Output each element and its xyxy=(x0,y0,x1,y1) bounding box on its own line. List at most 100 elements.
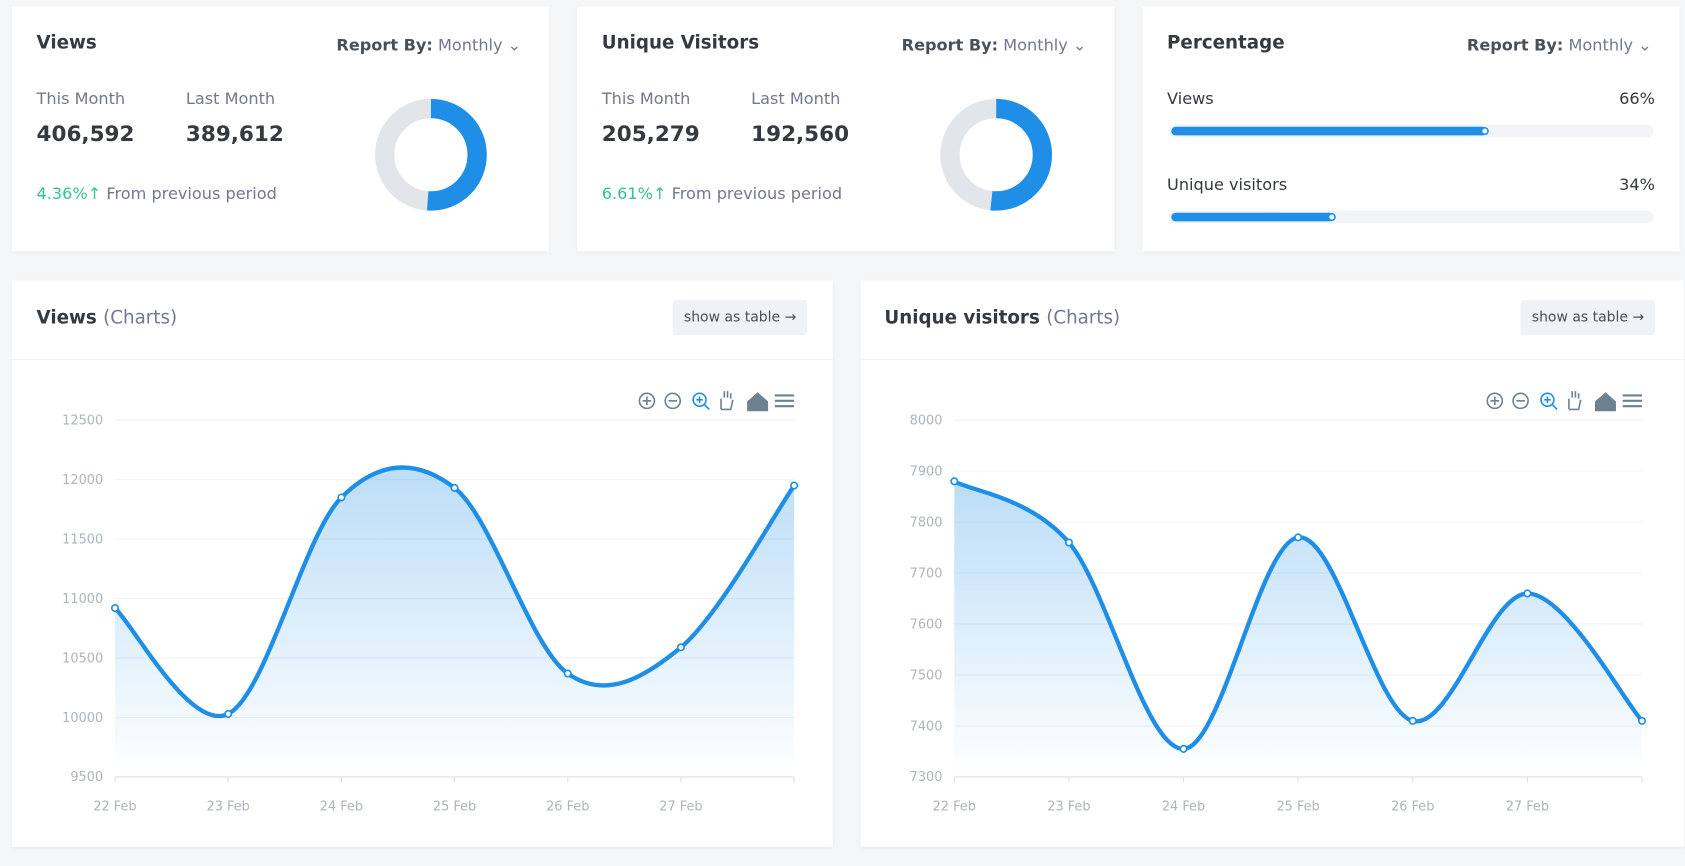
report-by[interactable]: Report By: Monthly ⌄ xyxy=(1466,35,1652,55)
report-by-label: Report By: xyxy=(336,35,433,55)
stat-card: Unique Visitors Report By: Monthly ⌄ Thi… xyxy=(577,6,1115,252)
y-tick-label: 7800 xyxy=(910,515,943,530)
report-by-value: Monthly xyxy=(1568,35,1634,55)
report-by-value: Monthly xyxy=(438,35,503,55)
point xyxy=(450,483,459,492)
point xyxy=(563,669,572,678)
report-by[interactable]: Report By: Monthly ⌄ xyxy=(336,35,522,55)
last-month-label: Last Month xyxy=(185,89,276,109)
menu-icon xyxy=(1622,394,1643,408)
progress-knob xyxy=(1480,127,1489,136)
chart-title: Views (Charts) xyxy=(37,307,178,328)
change: 4.36%↑ From previous period xyxy=(36,183,277,204)
point xyxy=(1179,744,1188,753)
progress-bar xyxy=(1169,210,1654,224)
item-name: Views xyxy=(1167,89,1214,109)
point xyxy=(676,643,685,652)
donut-segment xyxy=(375,98,487,211)
stat-card: Views Report By: Monthly ⌄ This Month 40… xyxy=(11,6,550,252)
change-value: 6.61% xyxy=(601,183,653,204)
card-title: Percentage xyxy=(1167,32,1285,54)
zoom-out-icon xyxy=(664,392,682,410)
x-tick-label: 26 Feb xyxy=(1391,799,1434,814)
line-chart: 7300 7400 7500 7600 7700 7800 7900 8000 22 Feb 23… xyxy=(910,391,1647,814)
last-month-value: 389,612 xyxy=(185,120,284,147)
item-name: Unique visitors xyxy=(1167,175,1288,195)
home-icon xyxy=(747,392,769,412)
divider xyxy=(11,358,833,360)
zoom-in-icon xyxy=(642,396,652,406)
y-tick-label: 7600 xyxy=(910,617,943,632)
point xyxy=(950,477,959,486)
y-tick-label: 10000 xyxy=(62,711,103,726)
y-tick-label: 7300 xyxy=(910,770,943,785)
x-tick-label: 27 Feb xyxy=(1506,799,1549,814)
point xyxy=(1523,589,1532,598)
y-tick-label: 11000 xyxy=(62,592,103,607)
point xyxy=(1064,538,1073,547)
y-tick-label: 8000 xyxy=(910,413,943,428)
pan-icon xyxy=(1568,391,1582,411)
x-tick-label: 24 Feb xyxy=(1162,799,1205,814)
divider xyxy=(860,358,1684,360)
progress-fill xyxy=(1171,126,1487,136)
point xyxy=(224,709,233,718)
y-tick-label: 7700 xyxy=(910,566,943,581)
pan-icon xyxy=(720,391,734,411)
y-tick-label: 12000 xyxy=(62,473,103,488)
home-icon xyxy=(1595,392,1616,412)
chart-title-suffix: (Charts) xyxy=(1046,307,1121,329)
point xyxy=(1408,716,1417,725)
report-by-label: Report By: xyxy=(1466,35,1564,55)
x-tick-label: 25 Feb xyxy=(1277,799,1320,814)
progress-bar xyxy=(1169,124,1654,138)
report-by[interactable]: Report By: Monthly ⌄ xyxy=(901,35,1087,55)
point xyxy=(790,481,799,490)
progress-knob xyxy=(1327,213,1336,222)
zoom-out-icon xyxy=(1512,392,1529,410)
chart-toolbar xyxy=(638,391,795,412)
button-label: show as table xyxy=(683,309,781,326)
button-label: show as table xyxy=(1531,309,1629,326)
report-by-label: Report By: xyxy=(901,35,999,55)
this-month-label: This Month xyxy=(36,89,126,109)
chart-card: Views (Charts) show as table → 9500 10000… xyxy=(11,280,833,847)
point xyxy=(1637,716,1647,725)
area xyxy=(954,481,1643,777)
progress-fill xyxy=(1171,212,1334,222)
chart-toolbar xyxy=(1486,391,1643,412)
donut-segment xyxy=(940,98,1053,211)
point xyxy=(110,604,120,613)
percentage-card: Percentage Report By: Monthly ⌄ Views 66%… xyxy=(1142,6,1680,252)
item-percent: 34% xyxy=(1619,175,1655,195)
chart-title-main: Unique visitors xyxy=(884,307,1040,329)
zoom-icon xyxy=(1544,396,1558,411)
zoom-icon xyxy=(692,392,707,408)
y-tick-label: 9500 xyxy=(70,770,103,785)
x-tick-label: 23 Feb xyxy=(207,799,250,814)
chart-title-main: Views xyxy=(36,307,97,329)
show-table-button[interactable]: show as table → xyxy=(673,299,808,336)
show-table-button[interactable]: show as table → xyxy=(1521,299,1655,336)
donut-chart xyxy=(940,98,1053,211)
point xyxy=(1294,533,1303,542)
x-tick-label: 24 Feb xyxy=(320,799,363,814)
y-tick-label: 10500 xyxy=(62,651,103,666)
y-tick-label: 7900 xyxy=(910,464,943,479)
zoom-in-icon xyxy=(1486,392,1504,410)
x-tick-label: 22 Feb xyxy=(933,799,976,814)
change-text: From previous period xyxy=(106,183,277,204)
x-tick-label: 23 Feb xyxy=(1047,799,1090,814)
zoom-in-icon xyxy=(638,392,656,410)
point xyxy=(337,493,346,502)
this-month-value: 205,279 xyxy=(601,120,700,147)
line-chart: 9500 10000 10500 11000 11500 12000 12500 22 Feb… xyxy=(62,391,799,814)
card-title: Unique Visitors xyxy=(601,32,760,54)
last-month-value: 192,560 xyxy=(751,120,850,147)
last-month-label: Last Month xyxy=(751,89,841,109)
change-value: 4.36% xyxy=(36,183,88,204)
area xyxy=(114,467,795,777)
y-tick-label: 7400 xyxy=(910,719,943,734)
